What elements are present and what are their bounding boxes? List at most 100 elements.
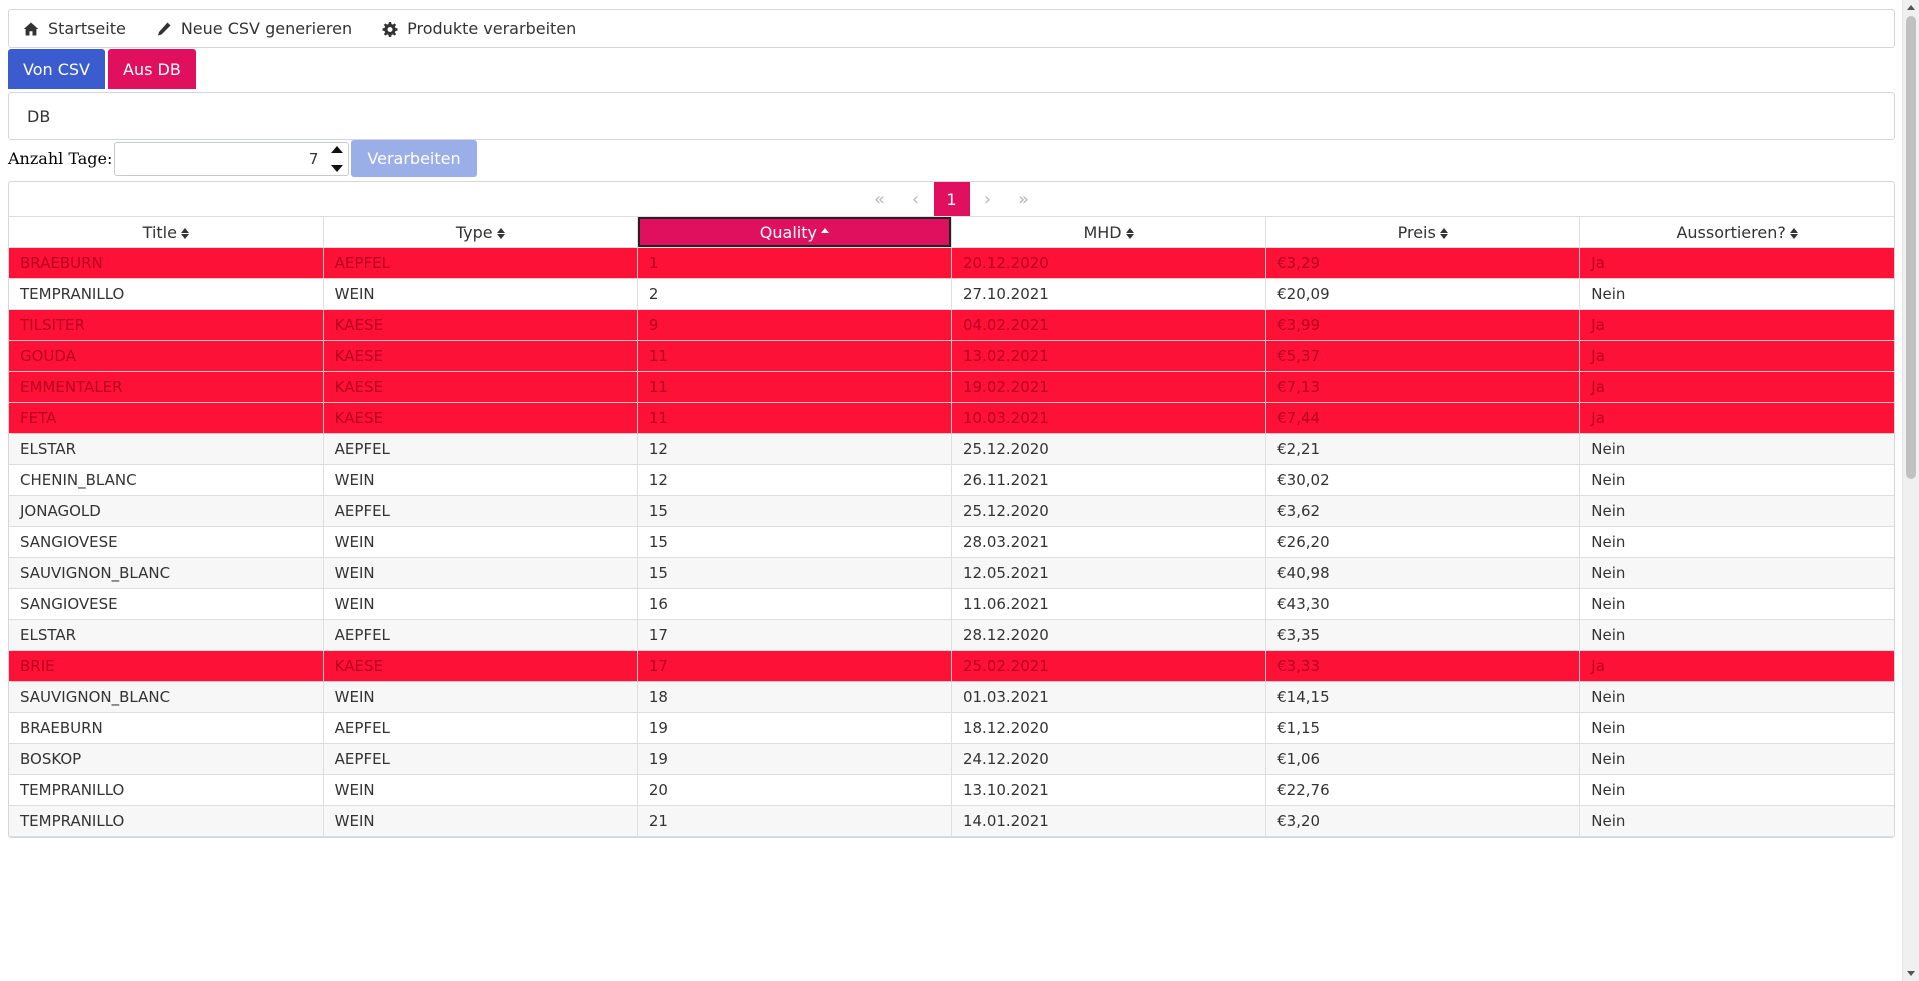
cell-type: WEIN xyxy=(323,805,638,837)
scroll-down-icon[interactable] xyxy=(1907,971,1915,976)
column-header-label: MHD xyxy=(1083,222,1122,242)
cell-quality: 11 xyxy=(637,340,952,372)
cell-type: AEPFEL xyxy=(323,495,638,527)
nav-process-products[interactable]: Produkte verarbeiten xyxy=(382,19,576,38)
home-icon xyxy=(23,21,39,37)
cell-type: AEPFEL xyxy=(323,247,638,279)
column-header-aussortieren[interactable]: Aussortieren? xyxy=(1579,216,1894,248)
cell-quality: 17 xyxy=(637,619,952,651)
cell-aussortieren: Nein xyxy=(1579,805,1894,837)
table-row[interactable]: TEMPRANILLO WEIN 2 27.10.2021 €20,09 Nein xyxy=(9,278,1894,310)
column-header-label: Preis xyxy=(1397,222,1436,242)
process-button[interactable]: Verarbeiten xyxy=(351,140,477,177)
pagination-page-1[interactable]: 1 xyxy=(933,182,970,216)
cell-aussortieren: Nein xyxy=(1579,557,1894,589)
page-scrollbar[interactable] xyxy=(1902,0,1919,981)
cell-preis: €1,15 xyxy=(1265,712,1581,744)
sort-icon xyxy=(1789,227,1798,239)
cell-mhd: 26.11.2021 xyxy=(951,464,1267,496)
cell-type: WEIN xyxy=(323,526,638,558)
cell-preis: €3,99 xyxy=(1265,309,1581,341)
cell-quality: 19 xyxy=(637,743,952,775)
pagination-first[interactable]: « xyxy=(873,188,885,210)
cell-aussortieren: Nein xyxy=(1579,619,1894,651)
stepper-up-icon[interactable] xyxy=(331,145,344,153)
column-header-type[interactable]: Type xyxy=(323,216,638,248)
cell-preis: €26,20 xyxy=(1265,526,1581,558)
table-row[interactable]: TILSITER KAESE 9 04.02.2021 €3,99 Ja xyxy=(9,309,1894,341)
table-row[interactable]: SANGIOVESE WEIN 16 11.06.2021 €43,30 Nein xyxy=(9,588,1894,620)
table-row[interactable]: CHENIN_BLANC WEIN 12 26.11.2021 €30,02 Nein xyxy=(9,464,1894,496)
tab-from-db[interactable]: Aus DB xyxy=(108,49,196,89)
page: Startseite Neue CSV generieren Produkte … xyxy=(8,9,1895,838)
products-table: Title Type Quality MHD Preis Aussortiere… xyxy=(9,216,1894,837)
nav-home[interactable]: Startseite xyxy=(23,19,126,38)
pagination-prev[interactable]: ‹ xyxy=(911,188,920,210)
column-header-quality[interactable]: Quality xyxy=(637,216,952,248)
cell-aussortieren: Nein xyxy=(1579,743,1894,775)
cell-mhd: 11.06.2021 xyxy=(951,588,1267,620)
cell-aussortieren: Ja xyxy=(1579,309,1894,341)
cell-preis: €3,20 xyxy=(1265,805,1581,837)
cell-preis: €3,62 xyxy=(1265,495,1581,527)
cell-aussortieren: Ja xyxy=(1579,650,1894,682)
cell-title: ELSTAR xyxy=(9,619,324,651)
table-row[interactable]: TEMPRANILLO WEIN 20 13.10.2021 €22,76 Nein xyxy=(9,774,1894,806)
cell-quality: 12 xyxy=(637,464,952,496)
cell-type: AEPFEL xyxy=(323,743,638,775)
cell-title: BRAEBURN xyxy=(9,712,324,744)
table-row[interactable]: BRAEBURN AEPFEL 1 20.12.2020 €3,29 Ja xyxy=(9,247,1894,279)
cell-title: FETA xyxy=(9,402,324,434)
column-header-label: Aussortieren? xyxy=(1676,222,1786,242)
gear-icon xyxy=(382,21,398,37)
table-row[interactable]: TEMPRANILLO WEIN 21 14.01.2021 €3,20 Nein xyxy=(9,805,1894,837)
cell-preis: €20,09 xyxy=(1265,278,1581,310)
days-value: 7 xyxy=(308,149,319,168)
cell-quality: 20 xyxy=(637,774,952,806)
column-header-label: Type xyxy=(455,222,493,242)
table-row[interactable]: ELSTAR AEPFEL 12 25.12.2020 €2,21 Nein xyxy=(9,433,1894,465)
cell-preis: €40,98 xyxy=(1265,557,1581,589)
cell-preis: €5,37 xyxy=(1265,340,1581,372)
column-header-title[interactable]: Title xyxy=(9,216,324,248)
cell-aussortieren: Nein xyxy=(1579,712,1894,744)
table-row[interactable]: JONAGOLD AEPFEL 15 25.12.2020 €3,62 Nein xyxy=(9,495,1894,527)
days-stepper[interactable] xyxy=(330,145,344,172)
table-row[interactable]: EMMENTALER KAESE 11 19.02.2021 €7,13 Ja xyxy=(9,371,1894,403)
table-row[interactable]: BRAEBURN AEPFEL 19 18.12.2020 €1,15 Nein xyxy=(9,712,1894,744)
pagination-next[interactable]: › xyxy=(983,188,992,210)
cell-preis: €7,13 xyxy=(1265,371,1581,403)
tab-from-csv[interactable]: Von CSV xyxy=(8,49,105,89)
pagination-last[interactable]: » xyxy=(1017,188,1029,210)
column-header-mhd[interactable]: MHD xyxy=(951,216,1267,248)
cell-title: SANGIOVESE xyxy=(9,526,324,558)
cell-preis: €1,06 xyxy=(1265,743,1581,775)
cell-type: WEIN xyxy=(323,557,638,589)
cell-aussortieren: Ja xyxy=(1579,340,1894,372)
table-row[interactable]: FETA KAESE 11 10.03.2021 €7,44 Ja xyxy=(9,402,1894,434)
table-row[interactable]: BRIE KAESE 17 25.02.2021 €3,33 Ja xyxy=(9,650,1894,682)
table-body: BRAEBURN AEPFEL 1 20.12.2020 €3,29 Ja TEMPRANI… xyxy=(9,247,1894,837)
scroll-thumb[interactable] xyxy=(1906,16,1916,479)
table-row[interactable]: GOUDA KAESE 11 13.02.2021 €5,37 Ja xyxy=(9,340,1894,372)
table-row[interactable]: SANGIOVESE WEIN 15 28.03.2021 €26,20 Nein xyxy=(9,526,1894,558)
cell-aussortieren: Ja xyxy=(1579,247,1894,279)
table-row[interactable]: SAUVIGNON_BLANC WEIN 15 12.05.2021 €40,98 Nei… xyxy=(9,557,1894,589)
table-row[interactable]: ELSTAR AEPFEL 17 28.12.2020 €3,35 Nein xyxy=(9,619,1894,651)
cell-quality: 21 xyxy=(637,805,952,837)
column-header-preis[interactable]: Preis xyxy=(1265,216,1581,248)
cell-quality: 11 xyxy=(637,402,952,434)
nav-home-label: Startseite xyxy=(48,19,126,38)
table-row[interactable]: SAUVIGNON_BLANC WEIN 18 01.03.2021 €14,15 Nei… xyxy=(9,681,1894,713)
stepper-down-icon[interactable] xyxy=(331,164,344,172)
table-row[interactable]: BOSKOP AEPFEL 19 24.12.2020 €1,06 Nein xyxy=(9,743,1894,775)
sort-icon xyxy=(496,227,505,239)
scroll-up-icon[interactable] xyxy=(1907,5,1915,10)
days-input[interactable]: 7 xyxy=(114,141,350,176)
cell-type: WEIN xyxy=(323,588,638,620)
cell-aussortieren: Nein xyxy=(1579,588,1894,620)
cell-quality: 19 xyxy=(637,712,952,744)
cell-mhd: 25.12.2020 xyxy=(951,433,1267,465)
nav-new-csv[interactable]: Neue CSV generieren xyxy=(156,19,352,38)
cell-quality: 12 xyxy=(637,433,952,465)
